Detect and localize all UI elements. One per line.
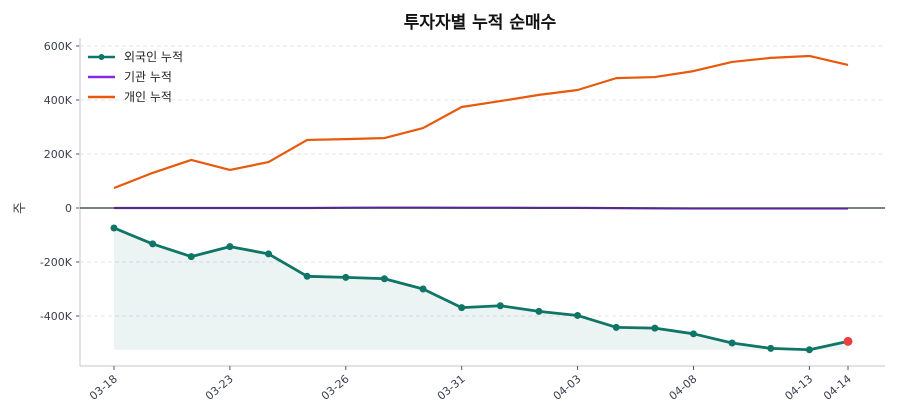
data-point (226, 243, 234, 251)
data-point (149, 240, 157, 248)
data-point (342, 273, 350, 281)
legend-label: 기관 누적 (124, 70, 172, 84)
y-tick-label: 0 (65, 202, 72, 215)
data-point (574, 311, 582, 319)
data-point (458, 304, 466, 312)
y-tick-label: 200K (44, 148, 73, 161)
x-tick-label: 04-08 (667, 372, 700, 403)
data-point (689, 330, 697, 338)
data-point (767, 344, 775, 352)
y-axis-label: 주 (13, 202, 28, 214)
x-tick-label: 03-31 (435, 372, 468, 403)
x-tick-label: 04-13 (782, 372, 815, 403)
x-tick-label: 03-23 (203, 372, 236, 403)
y-tick-label: 600K (44, 40, 73, 53)
data-point (110, 224, 118, 232)
data-point (612, 323, 620, 331)
area-fill (114, 227, 848, 350)
data-point (535, 307, 543, 315)
data-point (303, 272, 311, 280)
data-point (265, 250, 273, 258)
y-tick-label: -400K (40, 310, 73, 323)
legend-label: 개인 누적 (124, 90, 172, 104)
data-point (496, 302, 504, 310)
y-tick-label: -200K (40, 256, 73, 269)
chart-title: 투자자별 누적 순매수 (404, 13, 557, 33)
last-point-marker (843, 336, 853, 346)
series-line (113, 226, 849, 352)
data-point (419, 285, 427, 293)
x-tick-label: 04-14 (821, 372, 854, 403)
legend-marker (98, 54, 105, 60)
data-point (805, 346, 813, 354)
x-tick-label: 03-26 (319, 372, 352, 403)
x-tick-label: 04-03 (551, 372, 584, 403)
data-point (187, 253, 195, 261)
data-point (380, 275, 388, 283)
series-line (113, 54, 849, 190)
data-point (651, 324, 659, 332)
x-tick-label: 03-18 (87, 372, 120, 403)
data-point (728, 339, 736, 347)
legend-label: 외국인 누적 (124, 50, 183, 64)
y-tick-label: 400K (44, 94, 73, 107)
